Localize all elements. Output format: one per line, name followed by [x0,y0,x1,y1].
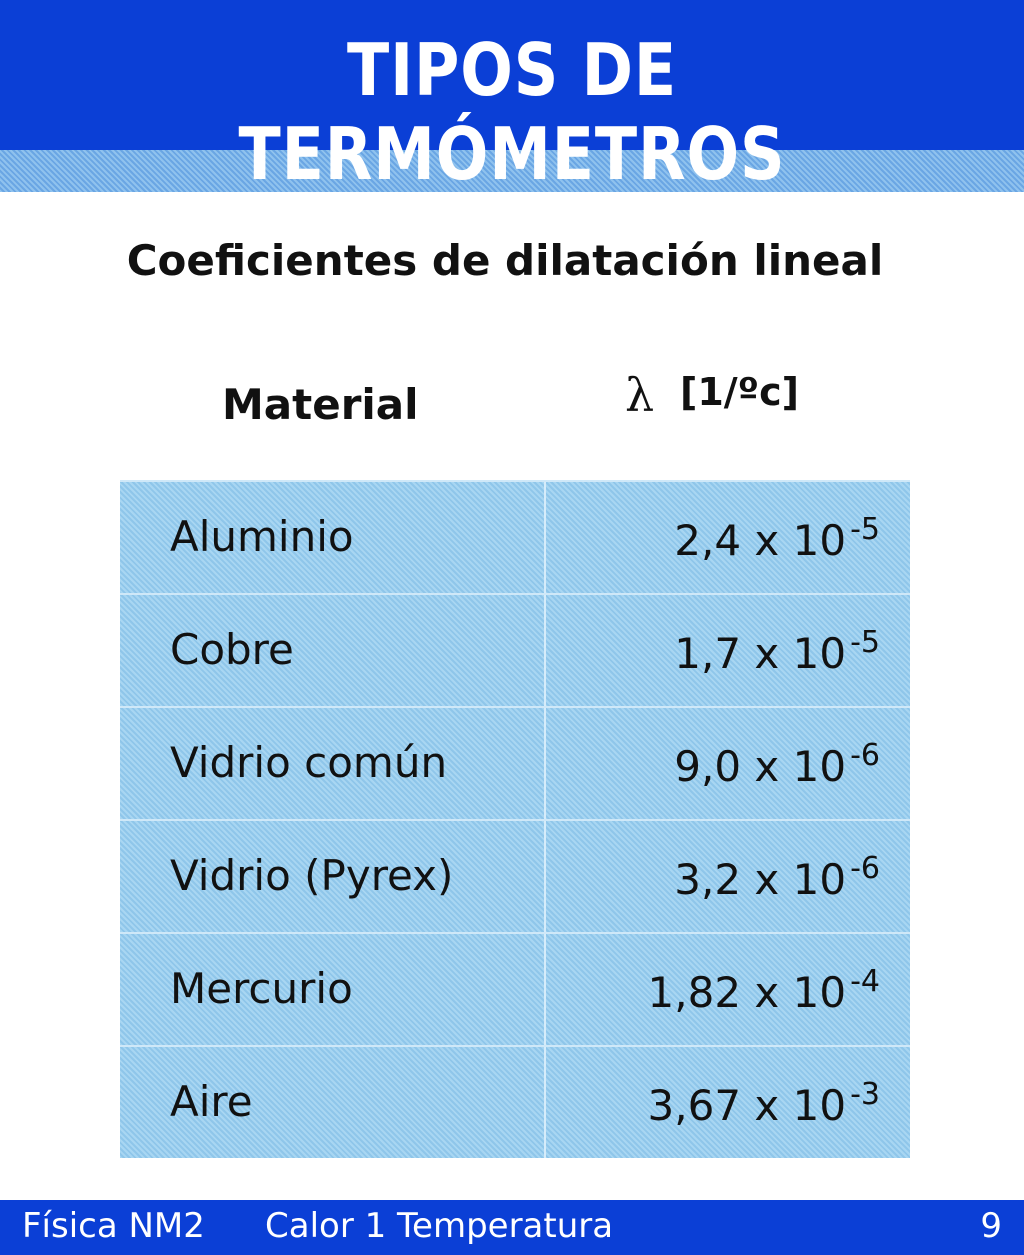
mantissa: 3,67 [647,1081,742,1130]
column-unit: [1/ºc] [680,370,800,414]
table-row: Aire 3,67 x 10 -3 [120,1045,910,1158]
base: x 10 [754,855,847,904]
exponent: -5 [850,512,880,547]
table-row: Aluminio 2,4 x 10 -5 [120,480,910,593]
base: x 10 [754,1081,847,1130]
mantissa: 1,82 [647,968,742,1017]
mantissa: 2,4 [674,516,742,565]
exponent: -5 [850,625,880,660]
table-row: Mercurio 1,82 x 10 -4 [120,932,910,1045]
material: Mercurio [170,964,353,1013]
mantissa: 3,2 [674,855,742,904]
exponent: -4 [850,964,880,999]
mantissa: 1,7 [674,629,742,678]
header-bar [0,0,1024,150]
table-row: Cobre 1,7 x 10 -5 [120,593,910,706]
subtitle: Coeficientes de dilatación lineal [126,236,884,285]
base: x 10 [754,968,847,1017]
material: Vidrio (Pyrex) [170,851,454,900]
material: Aluminio [170,512,354,561]
exponent: -6 [850,851,880,886]
exponent: -3 [850,1077,880,1112]
footer-course: Física NM2 [22,1206,205,1246]
coefficient: 3,67 x 10 -3 [648,1077,880,1130]
coefficient: 3,2 x 10 -6 [674,851,880,904]
mantissa: 9,0 [674,742,742,791]
base: x 10 [754,742,847,791]
footer-unit: Calor 1 Temperatura [265,1206,614,1246]
coefficient: 1,82 x 10 -4 [648,964,880,1017]
coefficient: 9,0 x 10 -6 [674,738,880,791]
base: x 10 [754,629,847,678]
column-header: Material [222,380,419,429]
material: Aire [170,1077,253,1126]
title: TIPOS DE TERMÓMETROS [238,28,786,196]
exponent: -6 [850,738,880,773]
column-symbol: λ [625,368,655,422]
coefficient: 1,7 x 10 -5 [674,625,880,678]
header-stripe [0,150,1024,192]
table-row: Vidrio (Pyrex) 3,2 x 10 -6 [120,819,910,932]
page-number: 9 [980,1206,1002,1246]
material: Vidrio común [170,738,448,787]
coefficient: 2,4 x 10 -5 [674,512,880,565]
material: Cobre [170,625,294,674]
table-row: Vidrio común 9,0 x 10 -6 [120,706,910,819]
footer-bar: Física NM2 Calor 1 Temperatura 9 [0,1200,1024,1255]
table: Aluminio 2,4 x 10 -5 Cobre 1,7 x 10 -5 Vidrio … [120,480,910,1158]
base: x 10 [754,516,847,565]
